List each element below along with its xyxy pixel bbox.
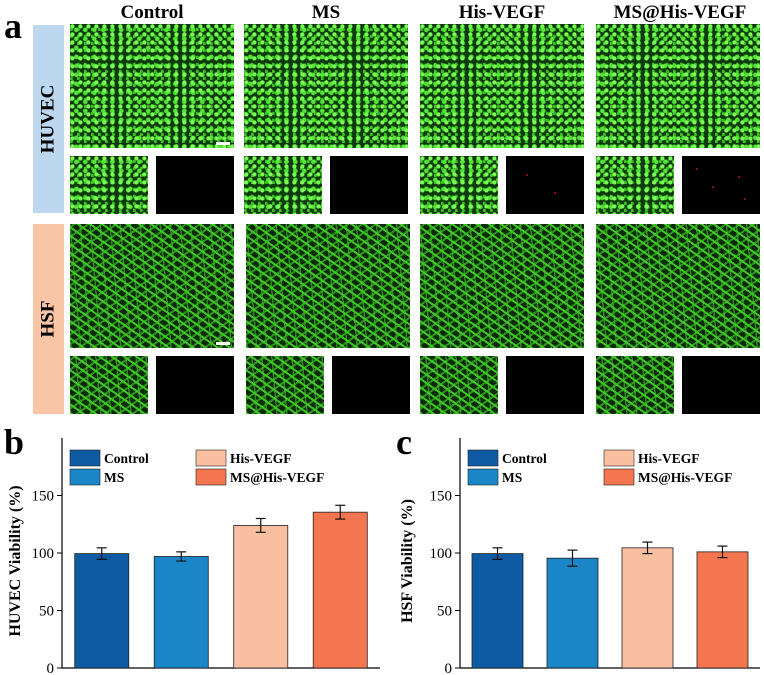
- micrograph-hsf-control-dead: [156, 356, 234, 414]
- scale-bar: [216, 142, 230, 145]
- legend-label-his-vegf: His-VEGF: [230, 451, 292, 466]
- bar-control: [74, 553, 130, 669]
- y-axis-label: HSF Viability (%): [399, 499, 416, 623]
- micrograph-hsf-control-live: [70, 356, 148, 414]
- y-tick-label: 150: [430, 489, 453, 505]
- panel-label-a: a: [4, 6, 22, 46]
- micrograph-huvec-his-vegf-dead: [506, 156, 584, 214]
- micrograph-huvec-control-merged: [70, 24, 234, 148]
- legend-label-ms-his-vegf: MS@His-VEGF: [638, 470, 732, 485]
- legend-label-his-vegf: His-VEGF: [638, 451, 700, 466]
- bar-ms: [546, 557, 599, 669]
- y-tick-label: 0: [47, 661, 55, 675]
- huvec-viability-chart: 0 50 100 150 HUVEC Viability (%) Control MS His…: [7, 438, 380, 675]
- micrograph-hsf-his-vegf-live: [420, 356, 498, 414]
- column-header-control: Control: [120, 2, 184, 23]
- bar-ms-his-vegf: [696, 551, 749, 669]
- column-header-his-vegf: His-VEGF: [458, 2, 546, 23]
- legend-swatch-his-vegf: [603, 449, 635, 467]
- row-label-huvec-text: HUVEC: [37, 84, 59, 154]
- legend-swatch-ms: [467, 468, 499, 486]
- micrograph-huvec-ms-his-vegf-live: [596, 156, 674, 214]
- y-tick-label: 100: [32, 546, 55, 562]
- legend-swatch-his-vegf: [195, 449, 227, 467]
- panel-label-c: c: [396, 422, 412, 462]
- legend-swatch-ms-his-vegf: [195, 468, 227, 486]
- legend-swatch-control: [467, 449, 499, 467]
- bar-his-vegf: [233, 525, 289, 669]
- micrograph-huvec-his-vegf-merged: [420, 24, 584, 148]
- micrograph-hsf-his-vegf-merged: [420, 224, 584, 348]
- column-header-ms: MS: [311, 2, 341, 23]
- micrograph-hsf-ms-his-vegf-merged: [596, 224, 760, 348]
- legend-swatch-ms-his-vegf: [603, 468, 635, 486]
- scale-bar: [216, 342, 230, 345]
- bar-his-vegf: [621, 547, 674, 669]
- legend-label-control: Control: [502, 451, 547, 466]
- hsf-viability-chart: 0 50 100 150 HSF Viability (%) Control MS His-V…: [399, 438, 760, 675]
- micrograph-huvec-ms-his-vegf-merged: [596, 24, 760, 148]
- legend-swatch-ms: [69, 468, 101, 486]
- row-label-hsf: HSF: [33, 224, 64, 414]
- micrograph-huvec-his-vegf-live: [420, 156, 498, 214]
- micrograph-huvec-ms-live: [244, 156, 322, 214]
- bar-ms-his-vegf: [312, 511, 368, 669]
- y-tick-label: 50: [39, 604, 54, 620]
- y-tick-label: 50: [437, 604, 452, 620]
- legend-label-ms-his-vegf: MS@His-VEGF: [230, 470, 324, 485]
- y-axis-label: HUVEC Viability (%): [7, 485, 24, 636]
- micrograph-hsf-his-vegf-dead: [506, 356, 584, 414]
- column-header-ms-his-vegf: MS@His-VEGF: [613, 2, 747, 23]
- y-tick-label: 0: [445, 661, 453, 675]
- micrograph-hsf-ms-dead: [332, 356, 410, 414]
- micrograph-hsf-ms-his-vegf-dead: [682, 356, 760, 414]
- legend-swatch-control: [69, 449, 101, 467]
- legend-label-ms: MS: [104, 470, 124, 485]
- micrograph-hsf-ms-his-vegf-live: [596, 356, 674, 414]
- y-tick-label: 150: [32, 489, 55, 505]
- micrograph-hsf-control-merged: [70, 224, 234, 348]
- bar-ms: [153, 556, 209, 669]
- micrograph-huvec-control-live: [70, 156, 148, 214]
- micrograph-huvec-ms-merged: [244, 24, 408, 148]
- row-label-hsf-text: HSF: [37, 300, 59, 338]
- legend-label-control: Control: [104, 451, 149, 466]
- panel-label-b: b: [4, 422, 25, 462]
- micrograph-huvec-ms-his-vegf-dead: [682, 156, 760, 214]
- micrograph-hsf-ms-merged: [246, 224, 410, 348]
- row-label-huvec: HUVEC: [33, 25, 64, 213]
- micrograph-huvec-ms-dead: [330, 156, 408, 214]
- micrograph-hsf-ms-live: [246, 356, 324, 414]
- y-tick-label: 100: [430, 546, 453, 562]
- legend-label-ms: MS: [502, 470, 522, 485]
- bar-control: [471, 553, 524, 669]
- micrograph-huvec-control-dead: [156, 156, 234, 214]
